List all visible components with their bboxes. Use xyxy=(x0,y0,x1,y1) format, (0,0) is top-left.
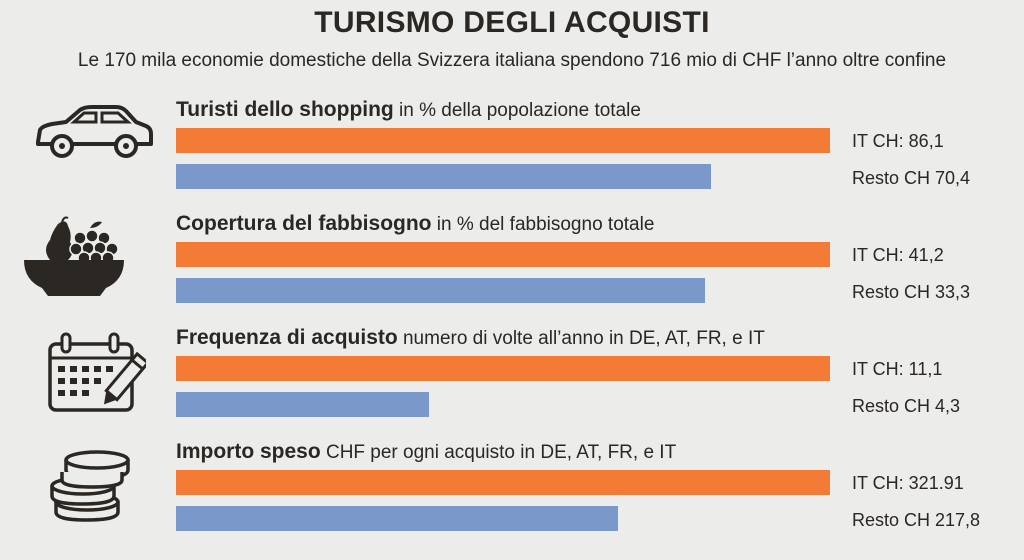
chart-subtitle: Le 170 mila economie domestiche della Sv… xyxy=(77,50,947,71)
bar-it-ch xyxy=(176,242,830,267)
panel-heading: Copertura del fabbisogno in % del fabbis… xyxy=(176,212,654,237)
panel-purchase-frequency: Frequenza di acquisto numero di volte al… xyxy=(0,326,1024,446)
value-label-resto-ch: Resto CH 33,3 xyxy=(852,282,971,302)
value-label-resto-ch: Resto CH 70,4 xyxy=(852,168,971,188)
panel-need-coverage: Copertura del fabbisogno in % del fabbis… xyxy=(0,212,1024,332)
panel-amount-spent: Importo speso CHF per ogni acquisto in D… xyxy=(0,440,1024,560)
panel-heading-bold: Importo speso xyxy=(176,440,321,463)
panel-heading: Frequenza di acquisto numero di volte al… xyxy=(176,326,765,351)
value-label-it-ch: IT CH: 11,1 xyxy=(852,359,943,379)
coins-icon xyxy=(50,450,130,522)
panel-heading-unit: numero di volte all’anno in DE, AT, FR, … xyxy=(397,328,765,349)
bar-it-ch xyxy=(176,470,830,495)
panel-heading-unit: in % del fabbisogno totale xyxy=(431,214,655,235)
value-label-it-ch: IT CH: 41,2 xyxy=(852,245,944,265)
value-label-resto-ch: Resto CH 217,8 xyxy=(852,510,981,530)
bar-it-ch xyxy=(176,356,830,381)
value-label-resto-ch: Resto CH 4,3 xyxy=(852,396,961,416)
fruit-bowl-icon xyxy=(24,216,124,296)
panel-heading: Turisti dello shopping in % della popola… xyxy=(176,98,641,123)
calendar-icon xyxy=(48,332,146,412)
bar-resto-ch xyxy=(176,278,705,303)
panel-heading-bold: Copertura del fabbisogno xyxy=(176,212,432,235)
car-icon xyxy=(36,105,153,158)
bar-it-ch xyxy=(176,128,830,153)
bar-resto-ch xyxy=(176,392,429,417)
bar-resto-ch xyxy=(176,506,618,531)
panel-heading-bold: Frequenza di acquisto xyxy=(176,326,398,349)
value-label-it-ch: IT CH: 86,1 xyxy=(852,131,944,151)
bar-resto-ch xyxy=(176,164,711,189)
panel-heading-unit: CHF per ogni acquisto in DE, AT, FR, e I… xyxy=(320,442,677,463)
panel-heading: Importo speso CHF per ogni acquisto in D… xyxy=(176,440,676,465)
chart-title: TURISMO DEGLI ACQUISTI xyxy=(314,6,710,39)
panel-heading-unit: in % della popolazione totale xyxy=(393,100,641,121)
value-label-it-ch: IT CH: 321.91 xyxy=(852,473,964,493)
panel-shopping-tourists: Turisti dello shopping in % della popola… xyxy=(0,98,1024,218)
panel-heading-bold: Turisti dello shopping xyxy=(176,98,394,121)
